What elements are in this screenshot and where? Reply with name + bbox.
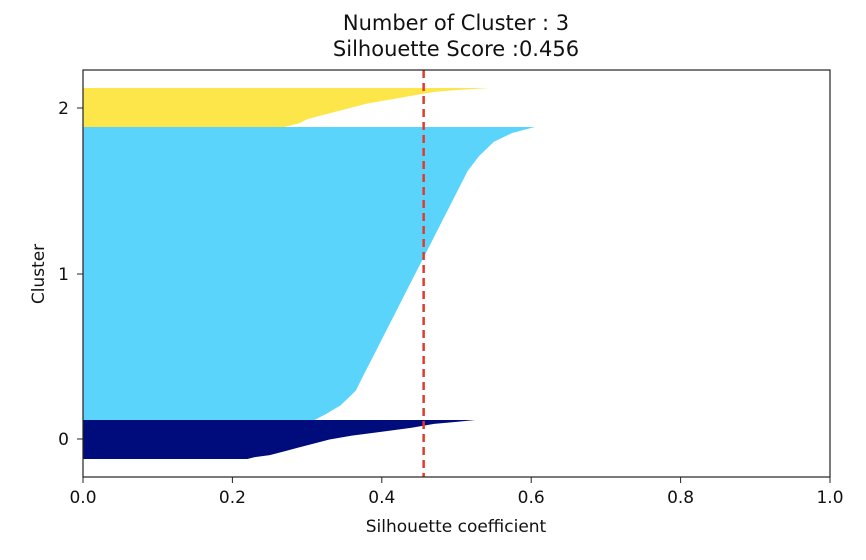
x-tick-label: 0.2: [219, 488, 246, 508]
cluster-areas: [83, 88, 535, 459]
cluster-1-silhouette: [83, 127, 535, 420]
x-axis-label: Silhouette coefficient: [366, 517, 547, 537]
x-tick-label: 0.6: [518, 488, 545, 508]
x-tick-label: 0.0: [69, 488, 96, 508]
cluster-0-silhouette: [83, 420, 476, 459]
y-axis-label: Cluster: [29, 244, 49, 304]
y-tick-label: 2: [58, 99, 69, 119]
chart-title-line2: Silhouette Score :0.456: [333, 37, 579, 61]
y-axis-ticks: 0 1 2: [58, 99, 83, 450]
x-tick-label: 0.8: [667, 488, 694, 508]
x-axis-ticks: 0.0 0.2 0.4 0.6 0.8 1.0: [69, 477, 844, 508]
chart-title-line1: Number of Cluster : 3: [343, 11, 569, 35]
x-tick-label: 0.4: [368, 488, 395, 508]
y-tick-label: 1: [58, 265, 69, 285]
cluster-2-silhouette: [83, 88, 491, 127]
x-tick-label: 1.0: [816, 488, 843, 508]
y-tick-label: 0: [58, 430, 69, 450]
